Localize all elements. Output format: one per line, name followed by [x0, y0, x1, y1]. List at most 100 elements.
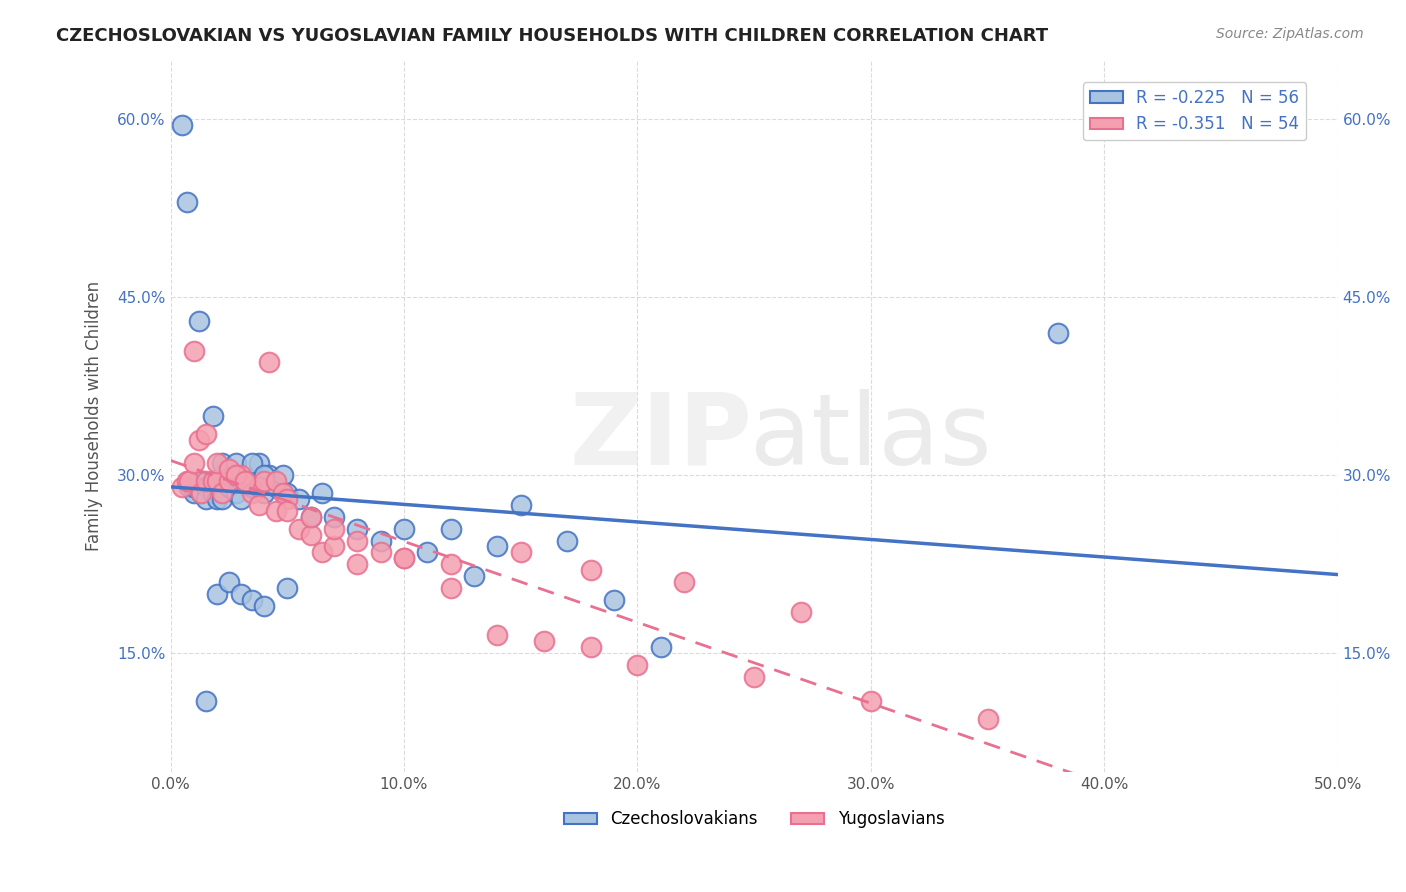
Point [207, 474, 229, 488]
Point [207, 491, 229, 506]
Point [218, 462, 240, 476]
Point [218, 575, 240, 590]
Point [187, 433, 209, 447]
Point [207, 587, 229, 601]
Point [218, 474, 240, 488]
Point [486, 628, 509, 642]
Point [225, 468, 247, 483]
Point [194, 694, 217, 708]
Point [207, 474, 229, 488]
Point [392, 551, 415, 566]
Point [190, 486, 212, 500]
Point [194, 474, 217, 488]
Point [742, 670, 765, 684]
Point [240, 593, 263, 607]
Point [790, 605, 813, 619]
Point [240, 486, 263, 500]
Point [440, 558, 463, 572]
Point [233, 474, 256, 488]
Point [509, 545, 531, 559]
Point [201, 474, 224, 488]
Point [211, 486, 233, 500]
Point [323, 509, 346, 524]
Point [323, 522, 346, 536]
Point [257, 468, 280, 483]
Point [440, 522, 463, 536]
Point [179, 474, 201, 488]
Point [579, 640, 602, 655]
Point [225, 486, 247, 500]
Point [187, 314, 209, 328]
Point [299, 509, 322, 524]
Point [579, 563, 602, 577]
Point [509, 498, 531, 512]
Legend: Czechoslovakians, Yugoslavians: Czechoslovakians, Yugoslavians [557, 804, 952, 835]
Point [229, 474, 252, 488]
Point [392, 522, 415, 536]
Point [233, 474, 256, 488]
Point [211, 456, 233, 470]
Point [194, 480, 217, 494]
Point [229, 468, 252, 483]
Point [257, 355, 280, 369]
Point [288, 522, 311, 536]
Point [533, 634, 555, 648]
Point [276, 491, 298, 506]
Point [299, 509, 322, 524]
Point [416, 545, 439, 559]
Point [392, 551, 415, 566]
Point [211, 468, 233, 483]
Point [264, 480, 287, 494]
Point [311, 486, 333, 500]
Point [247, 456, 270, 470]
Point [557, 533, 579, 548]
Point [253, 599, 276, 613]
Point [229, 491, 252, 506]
Point [346, 522, 368, 536]
Point [976, 712, 998, 726]
Point [603, 593, 626, 607]
Point [370, 533, 392, 548]
Point [253, 468, 276, 483]
Point [176, 195, 198, 210]
Point [626, 658, 648, 673]
Point [271, 468, 294, 483]
Point [183, 486, 205, 500]
Point [201, 409, 224, 423]
Text: ZIP: ZIP [569, 389, 752, 486]
Point [176, 474, 198, 488]
Point [172, 480, 194, 494]
Text: atlas: atlas [749, 389, 991, 486]
Point [183, 456, 205, 470]
Point [859, 694, 882, 708]
Point [264, 504, 287, 518]
Point [194, 491, 217, 506]
Point [225, 468, 247, 483]
Point [233, 474, 256, 488]
Y-axis label: Family Households with Children: Family Households with Children [86, 281, 103, 551]
Point [187, 474, 209, 488]
Point [183, 480, 205, 494]
Point [172, 118, 194, 132]
Point [264, 474, 287, 488]
Point [288, 491, 311, 506]
Point [299, 527, 322, 541]
Point [323, 540, 346, 554]
Text: Source: ZipAtlas.com: Source: ZipAtlas.com [1216, 27, 1364, 41]
Point [276, 504, 298, 518]
Point [194, 426, 217, 441]
Point [190, 486, 212, 500]
Point [271, 486, 294, 500]
Point [650, 640, 672, 655]
Point [370, 545, 392, 559]
Point [207, 456, 229, 470]
Point [253, 474, 276, 488]
Point [179, 480, 201, 494]
Point [673, 575, 696, 590]
Point [311, 545, 333, 559]
Point [218, 474, 240, 488]
Point [346, 533, 368, 548]
Point [201, 486, 224, 500]
Point [253, 486, 276, 500]
Point [240, 480, 263, 494]
